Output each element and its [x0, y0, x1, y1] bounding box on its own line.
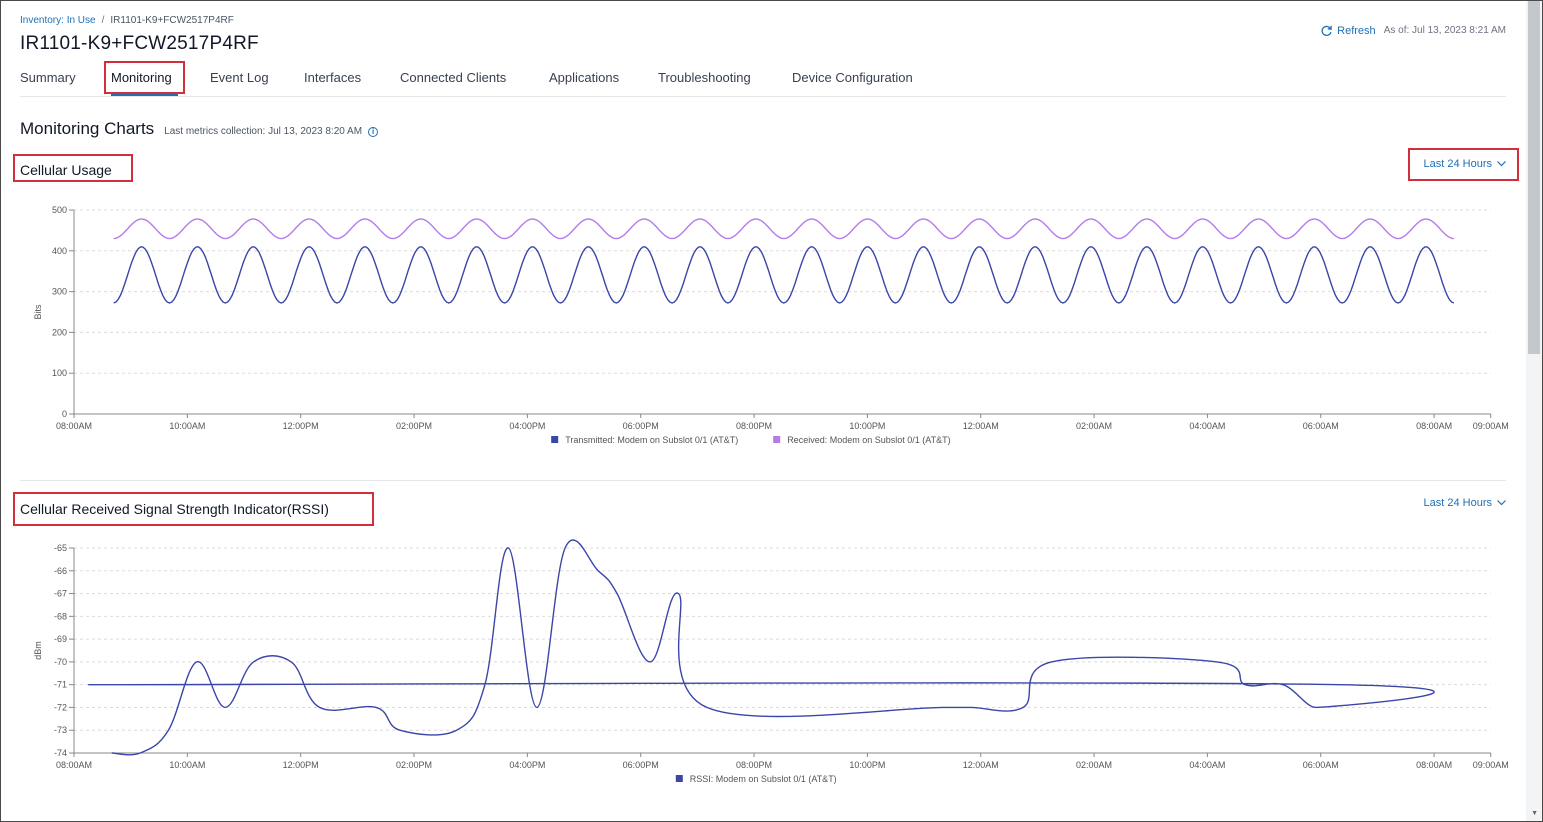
tab-applications[interactable]: Applications — [549, 70, 620, 85]
breadcrumb-parent-link[interactable]: Inventory: In Use — [20, 15, 96, 26]
x-tick-label: 08:00AM — [1416, 421, 1452, 431]
x-tick-label: 09:00AM — [1473, 421, 1509, 431]
x-tick-label: 06:00PM — [623, 421, 659, 431]
tab-connected-clients[interactable]: Connected Clients — [400, 70, 507, 85]
last-collection-text: Last metrics collection: Jul 13, 2023 8:… — [164, 126, 363, 137]
rssi-series-line — [88, 539, 1435, 756]
x-tick-label: 04:00PM — [509, 760, 545, 770]
range-label: Last 24 Hours — [1423, 158, 1492, 170]
legend-swatch — [675, 775, 683, 782]
y-tick-label: 200 — [52, 327, 67, 337]
chevron-down-icon — [1497, 161, 1506, 167]
y-tick-label: -67 — [54, 589, 67, 599]
received-series-line — [113, 218, 1454, 240]
y-tick-label: -74 — [54, 748, 67, 758]
legend-label: Transmitted: Modem on Subslot 0/1 (AT&T) — [565, 435, 738, 445]
legend-swatch — [551, 436, 559, 443]
monitoring-heading: Monitoring Charts Last metrics collectio… — [20, 119, 379, 139]
refresh-area: Refresh As of: Jul 13, 2023 8:21 AM — [1320, 24, 1506, 37]
x-tick-label: 12:00AM — [963, 760, 999, 770]
active-tab-indicator — [111, 93, 178, 96]
scrollbar-thumb[interactable] — [1528, 1, 1540, 354]
y-tick-label: 100 — [52, 368, 67, 378]
x-tick-label: 06:00AM — [1303, 760, 1339, 770]
cellular-usage-title: Cellular Usage — [20, 162, 112, 178]
x-tick-label: 04:00AM — [1189, 421, 1225, 431]
x-tick-label: 10:00AM — [169, 421, 205, 431]
range-label: Last 24 Hours — [1423, 497, 1492, 509]
refresh-button[interactable]: Refresh — [1320, 24, 1376, 37]
y-tick-label: -68 — [54, 611, 67, 621]
breadcrumb-separator: / — [101, 15, 105, 26]
x-tick-label: 04:00PM — [509, 421, 545, 431]
tab-bar: Summary Monitoring Event Log Interfaces … — [20, 62, 1506, 97]
legend-swatch — [773, 436, 781, 443]
x-tick-label: 10:00PM — [849, 421, 885, 431]
x-tick-label: 08:00AM — [56, 421, 92, 431]
x-tick-label: 02:00PM — [396, 421, 432, 431]
x-tick-label: 08:00AM — [56, 760, 92, 770]
cellular-usage-range-dropdown[interactable]: Last 24 Hours — [1424, 158, 1506, 170]
tab-interfaces[interactable]: Interfaces — [304, 70, 362, 85]
page-title: IR1101-K9+FCW2517P4RF — [20, 33, 259, 54]
y-tick-label: -71 — [54, 680, 67, 690]
x-tick-label: 02:00AM — [1076, 421, 1112, 431]
refresh-icon — [1321, 25, 1333, 36]
legend-label: RSSI: Modem on Subslot 0/1 (AT&T) — [690, 774, 837, 784]
x-tick-label: 02:00PM — [396, 760, 432, 770]
y-tick-label: -65 — [54, 543, 67, 553]
refresh-label: Refresh — [1337, 24, 1376, 37]
y-tick-label: 500 — [52, 205, 67, 215]
x-tick-label: 08:00PM — [736, 760, 772, 770]
rssi-title: Cellular Received Signal Strength Indica… — [20, 501, 329, 517]
x-tick-label: 12:00AM — [963, 421, 999, 431]
tab-device-configuration[interactable]: Device Configuration — [792, 70, 913, 85]
section-title: Monitoring Charts — [20, 119, 155, 138]
y-axis-label: dBm — [33, 641, 43, 660]
y-tick-label: -70 — [54, 657, 67, 667]
y-tick-label: -69 — [54, 634, 67, 644]
chevron-down-icon — [1497, 500, 1506, 506]
info-icon[interactable]: i — [368, 127, 379, 137]
cellular-usage-chart: 0 100 200 300 400 500 08:00AM 10:00AM 12:00PM 02:… — [33, 205, 1509, 445]
y-tick-label: 0 — [62, 409, 67, 419]
as-of-timestamp: As of: Jul 13, 2023 8:21 AM — [1383, 25, 1506, 36]
vertical-scrollbar[interactable]: ▼ — [1526, 1, 1542, 821]
breadcrumb: Inventory: In Use / IR1101-K9+FCW2517P4RF — [20, 15, 234, 26]
legend-label: Received: Modem on Subslot 0/1 (AT&T) — [787, 435, 950, 445]
x-tick-label: 10:00PM — [849, 760, 885, 770]
rssi-range-dropdown[interactable]: Last 24 Hours — [1424, 497, 1506, 509]
x-tick-label: 02:00AM — [1076, 760, 1112, 770]
tab-troubleshooting[interactable]: Troubleshooting — [658, 70, 751, 85]
x-tick-label: 12:00PM — [283, 421, 319, 431]
rssi-chart: -74 -73 -72 -71 -70 -69 -68 -67 -66 -65 08:00AM 10:… — [33, 539, 1509, 784]
y-tick-label: 300 — [52, 287, 67, 297]
y-tick-label: -72 — [54, 702, 67, 712]
x-tick-label: 06:00PM — [623, 760, 659, 770]
y-tick-label: 400 — [52, 246, 67, 256]
tab-summary[interactable]: Summary — [20, 70, 76, 85]
x-tick-label: 09:00AM — [1473, 760, 1509, 770]
x-tick-label: 08:00PM — [736, 421, 772, 431]
chart-divider — [20, 480, 1506, 481]
y-tick-label: -73 — [54, 725, 67, 735]
scroll-down-arrow-icon[interactable]: ▼ — [1531, 810, 1538, 817]
x-tick-label: 04:00AM — [1189, 760, 1225, 770]
x-tick-label: 06:00AM — [1303, 421, 1339, 431]
x-tick-label: 12:00PM — [283, 760, 319, 770]
breadcrumb-current: IR1101-K9+FCW2517P4RF — [110, 15, 234, 26]
tab-event-log[interactable]: Event Log — [210, 70, 269, 85]
transmitted-series-line — [113, 246, 1455, 304]
x-tick-label: 08:00AM — [1416, 760, 1452, 770]
tab-monitoring[interactable]: Monitoring — [111, 70, 172, 85]
x-tick-label: 10:00AM — [169, 760, 205, 770]
y-tick-label: -66 — [54, 566, 67, 576]
y-axis-label: Bits — [33, 304, 43, 320]
